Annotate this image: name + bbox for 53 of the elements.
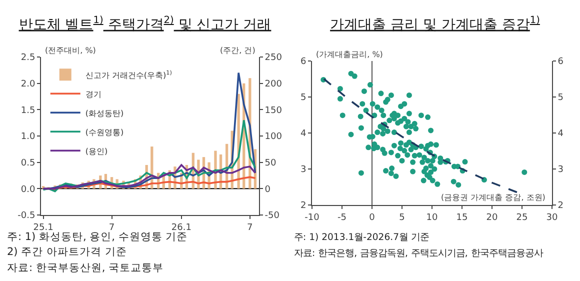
legend-label: 신고가 거래건수(우축)$^{1)}$ (85, 69, 172, 80)
x-tick-label: 10 (426, 212, 438, 223)
y-tick-label: 2 (300, 201, 306, 212)
y-tick-label: -0.5 (18, 211, 36, 222)
y2-tick-label: 200 (264, 79, 282, 90)
y2-tick-label: -50 (264, 211, 280, 222)
y2-tick-label: 250 (264, 53, 282, 64)
text: 자료: 한국부동산원, 국토교통부 (7, 262, 164, 274)
y2-tick-label: 100 (264, 132, 282, 142)
y-tick-label: 0.5 (20, 158, 36, 168)
y-tick-label: 2.5 (20, 53, 36, 64)
y-tick-label: 6 (300, 57, 306, 68)
y-axis-title: (전주대비, %) (45, 46, 96, 55)
y2-axis-title: (주간, 건) (220, 46, 256, 55)
legend-label: 경기 (85, 90, 102, 99)
text: 2) 주간 아파트가격 기준 (7, 246, 127, 258)
x-tick-label: 30 (546, 212, 558, 223)
x-tick-label: 5 (399, 212, 405, 223)
chart-title: 반도체 벨트$^{1)}$ 주택가격$^{2)}$ 및 신고가 거래 (18, 15, 272, 33)
y2-tick-label: 50 (264, 158, 277, 168)
y-tick-label: 0.0 (20, 184, 36, 195)
y2-tick-label: 3 (558, 165, 564, 176)
legend-label: (수원영통) (85, 128, 124, 137)
x-tick-label: -5 (338, 212, 346, 223)
x-tick-label: -10 (304, 212, 320, 223)
y2-tick-label: 6 (558, 57, 564, 68)
text: 주: 1) 2013.1월-2026.7월 기준 (294, 232, 429, 243)
y-tick-label: 3 (300, 165, 306, 176)
y2-tick-label: 4 (558, 129, 564, 140)
x-axis-title: (금융권 가계대출 증감, 조원) (441, 193, 546, 202)
y-tick-label: 1.5 (20, 106, 36, 116)
x-tick-label: 25 (516, 212, 528, 223)
text: 주: 1) 화성동탄, 용인, 수원영통 기준 (7, 231, 188, 243)
y-tick-label: 4 (300, 129, 306, 140)
x-tick-label: 20 (486, 212, 498, 223)
x-tick-label: 25.1 (33, 222, 54, 233)
legend-label: (용인) (85, 146, 108, 156)
legend-label: (화성동탄) (85, 108, 124, 118)
x-tick-label: 15 (456, 212, 468, 223)
x-tick-label: 26.1 (171, 222, 192, 233)
y-axis-title: (가계대출금리, %) (316, 50, 383, 59)
y-tick-label: 5 (300, 93, 306, 104)
x-tick-label: 7 (247, 222, 253, 233)
y2-tick-label: 2 (558, 201, 564, 212)
y-tick-label: 2.0 (20, 79, 36, 90)
chart-title: 가계대출 금리 및 가계대출 증감$^{1)}$ (330, 15, 540, 33)
x-tick-label: 7 (108, 222, 115, 233)
y2-tick-label: 150 (264, 106, 282, 116)
y2-tick-label: 0 (264, 184, 271, 195)
y-tick-label: 1.0 (20, 132, 36, 142)
y2-tick-label: 5 (558, 93, 564, 104)
text: 자료: 한국은행, 금융감독원, 주택도시기금, 한국주택금융공사 (294, 248, 543, 259)
x-tick-label: 0 (369, 212, 376, 223)
